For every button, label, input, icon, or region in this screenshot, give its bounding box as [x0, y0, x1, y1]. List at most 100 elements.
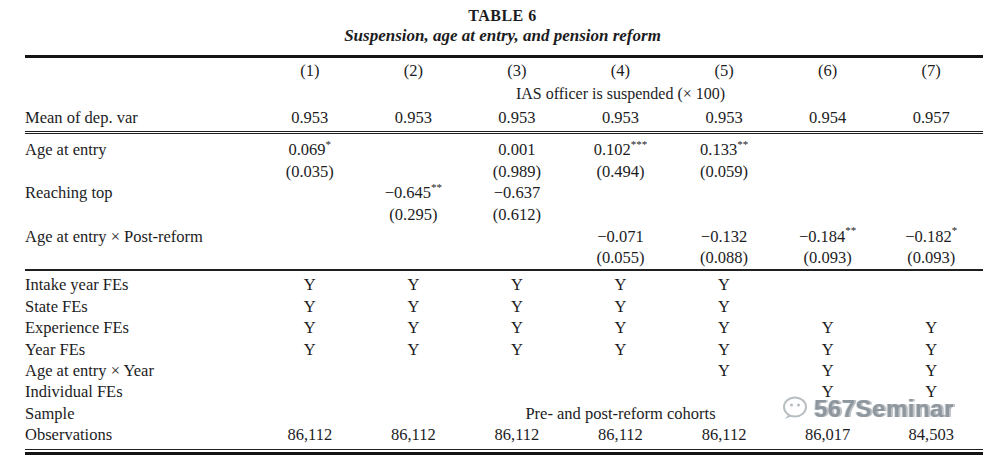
table-row: (0.295)(0.612) — [25, 204, 983, 226]
cell-value: Y — [776, 340, 880, 360]
cell-value: Y — [258, 340, 362, 360]
mean-dep-var-row: Mean of dep. var 0.9530.9530.9530.9530.9… — [25, 104, 983, 131]
cell-value: 0.953 — [465, 108, 569, 128]
cell-value: 0.954 — [776, 108, 880, 128]
table-row: (0.055)(0.088)(0.093)(0.093) — [25, 247, 983, 269]
coefficient-section: Age at entry0.069*0.0010.102***0.133**(0… — [25, 134, 983, 269]
cell-value: −0.184** — [776, 227, 880, 247]
cell-value: Y — [362, 297, 466, 317]
cell-value: 86,112 — [258, 425, 362, 445]
row-label: Individual FEs — [25, 382, 258, 402]
cell-value: (0.059) — [672, 162, 776, 182]
cell-value: Y — [879, 340, 983, 360]
cell-value: 0.953 — [569, 108, 673, 128]
row-label: Year FEs — [25, 340, 258, 360]
cell-value: Y — [465, 318, 569, 338]
row-label: Sample — [25, 404, 258, 424]
table-row: Intake year FEsYYYYY — [25, 275, 983, 296]
cell-value: (0.088) — [672, 248, 776, 268]
paper-table-page: TABLE 6 Suspension, age at entry, and pe… — [0, 0, 1005, 460]
cell-value: 0.069* — [258, 140, 362, 160]
cell-value: 86,112 — [362, 425, 466, 445]
cell-value: Y — [672, 275, 776, 295]
row-label: Observations — [25, 425, 258, 445]
row-label: Age at entry × Post-reform — [25, 227, 258, 247]
cell-value: (0.295) — [362, 205, 466, 225]
column-header: (5) — [672, 61, 776, 81]
cell-value: 0.102*** — [569, 140, 673, 160]
cell-value: Y — [258, 318, 362, 338]
cell-value: 86,112 — [465, 425, 569, 445]
row-label: Intake year FEs — [25, 275, 258, 295]
cell-value: 0.957 — [879, 108, 983, 128]
column-header: (7) — [879, 61, 983, 81]
cell-value: −0.645** — [362, 183, 466, 203]
table-row: Observations86,11286,11286,11286,11286,1… — [25, 424, 983, 445]
table-row: Year FEsYYYYYYY — [25, 339, 983, 360]
cell-value: Y — [569, 275, 673, 295]
column-header: (1) — [258, 61, 362, 81]
row-label: Experience FEs — [25, 318, 258, 338]
cell-value: Y — [569, 340, 673, 360]
cell-value: Y — [879, 361, 983, 381]
cell-value: Y — [569, 297, 673, 317]
dep-var-header-row: IAS officer is suspended (× 100) — [25, 84, 983, 104]
cell-value: (0.055) — [569, 248, 673, 268]
cell-value: Y — [672, 297, 776, 317]
table-row: Individual FEsYY — [25, 382, 983, 403]
cell-value: (0.093) — [879, 248, 983, 268]
cell-value: Y — [465, 297, 569, 317]
row-label: Reaching top — [25, 183, 258, 203]
rule-bottom — [25, 449, 983, 455]
row-label: Age at entry × Year — [25, 361, 258, 381]
cell-value: (0.035) — [258, 162, 362, 182]
cell-value: 0.953 — [672, 108, 776, 128]
column-header: (2) — [362, 61, 466, 81]
cell-value: −0.132 — [672, 227, 776, 247]
cell-value: (0.989) — [465, 162, 569, 182]
cell-value: Y — [776, 318, 880, 338]
cell-value: −0.071 — [569, 227, 673, 247]
cell-value: Y — [776, 361, 880, 381]
cell-value: 0.953 — [362, 108, 466, 128]
cell-value: 86,017 — [776, 425, 880, 445]
cell-value: Y — [569, 318, 673, 338]
column-header: (4) — [569, 61, 673, 81]
cell-value: (0.093) — [776, 248, 880, 268]
row-label: State FEs — [25, 297, 258, 317]
regression-table: (1)(2)(3)(4)(5)(6)(7) IAS officer is sus… — [25, 55, 983, 455]
row-label: Mean of dep. var — [25, 108, 258, 128]
table-row: Reaching top −0.645**−0.637 — [25, 183, 983, 205]
cell-value: Y — [362, 275, 466, 295]
column-header-row: (1)(2)(3)(4)(5)(6)(7) — [25, 58, 983, 84]
cell-value: Y — [776, 382, 880, 402]
cell-value: 86,112 — [672, 425, 776, 445]
cell-value: Y — [258, 297, 362, 317]
cell-value: Y — [879, 318, 983, 338]
cell-value: Y — [672, 318, 776, 338]
cell-value: Y — [672, 340, 776, 360]
cell-value: (0.612) — [465, 205, 569, 225]
column-header: (3) — [465, 61, 569, 81]
cell-value: Y — [465, 340, 569, 360]
table-row: (0.035)(0.989)(0.494)(0.059) — [25, 161, 983, 183]
row-span-value: Pre- and post-reform cohorts — [258, 404, 983, 424]
cell-value: Y — [362, 318, 466, 338]
column-header: (6) — [776, 61, 880, 81]
page-title: TABLE 6 — [0, 7, 1005, 25]
table-row: State FEsYYYYY — [25, 296, 983, 317]
cell-value: Y — [465, 275, 569, 295]
dep-var-span-header: IAS officer is suspended (× 100) — [258, 85, 983, 103]
table-row: Age at entry × YearYYY — [25, 360, 983, 381]
table-row: SamplePre- and post-reform cohorts — [25, 403, 983, 424]
cell-value: −0.182* — [879, 227, 983, 247]
cell-value: −0.637 — [465, 183, 569, 203]
table-row: Age at entry × Post-reform−0.071−0.132−0… — [25, 226, 983, 248]
cell-value: Y — [258, 275, 362, 295]
cell-value: 0.953 — [258, 108, 362, 128]
row-label: Age at entry — [25, 140, 258, 160]
cell-value: 0.001 — [465, 140, 569, 160]
table-row: Experience FEsYYYYYYY — [25, 318, 983, 339]
cell-value: 0.133** — [672, 140, 776, 160]
cell-value: 84,503 — [879, 425, 983, 445]
